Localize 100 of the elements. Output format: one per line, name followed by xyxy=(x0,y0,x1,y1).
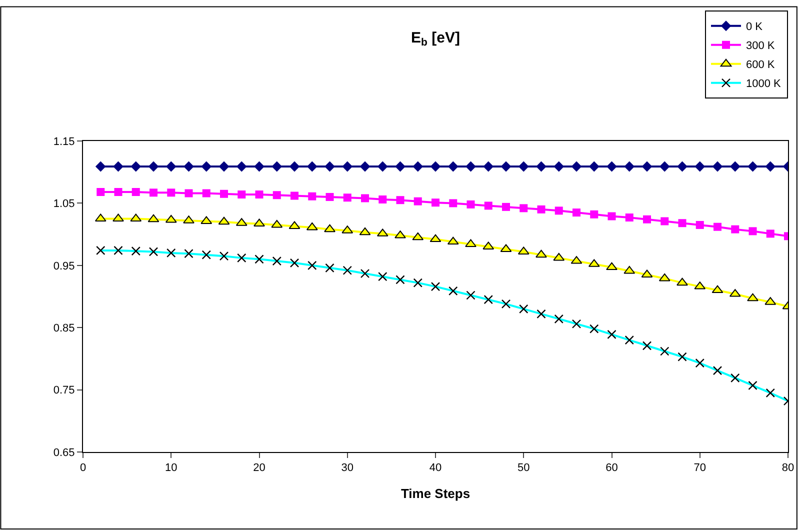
point xyxy=(659,161,670,172)
point xyxy=(536,161,546,172)
point xyxy=(554,206,563,215)
legend-label: 300 K xyxy=(746,40,776,52)
point xyxy=(290,192,298,200)
point xyxy=(660,217,669,226)
point xyxy=(430,234,442,242)
point xyxy=(766,230,774,238)
point xyxy=(306,161,318,172)
point xyxy=(184,189,193,198)
point xyxy=(694,161,706,172)
point xyxy=(466,200,475,208)
point xyxy=(96,188,105,196)
point xyxy=(520,204,528,212)
point xyxy=(642,161,652,172)
point xyxy=(747,293,758,302)
x-tick-label: 50 xyxy=(518,462,530,474)
point xyxy=(271,220,283,228)
point xyxy=(201,161,212,172)
point xyxy=(483,161,494,172)
point xyxy=(202,189,210,198)
point xyxy=(730,161,740,172)
y-tick-label: 0.75 xyxy=(53,384,75,397)
point xyxy=(606,161,617,172)
point xyxy=(95,161,106,172)
point xyxy=(731,225,740,234)
legend-label: 600 K xyxy=(746,59,776,72)
point xyxy=(272,191,281,200)
point xyxy=(324,224,336,232)
x-tick-label: 0 xyxy=(80,462,86,474)
legend-label: 1000 K xyxy=(746,78,782,90)
point xyxy=(130,161,142,172)
point xyxy=(677,161,688,172)
x-tick-label: 10 xyxy=(165,462,178,474)
point xyxy=(537,205,546,214)
point xyxy=(500,161,512,172)
point xyxy=(254,161,264,172)
point xyxy=(676,278,688,286)
point xyxy=(308,192,316,200)
point xyxy=(571,161,582,172)
x-tick-label: 40 xyxy=(429,462,442,474)
point xyxy=(238,190,246,198)
point xyxy=(396,196,404,204)
point xyxy=(412,232,424,240)
x-tick-label: 80 xyxy=(782,462,794,474)
point xyxy=(377,161,388,172)
point xyxy=(165,214,177,223)
point xyxy=(536,250,547,258)
point xyxy=(658,273,670,282)
point xyxy=(148,161,159,172)
x-axis-title: Time Steps xyxy=(400,486,470,501)
point xyxy=(150,188,158,197)
point xyxy=(359,227,371,236)
point xyxy=(166,161,176,172)
point xyxy=(678,219,686,228)
point xyxy=(696,220,704,229)
point xyxy=(361,194,369,202)
x-tick-label: 20 xyxy=(253,462,266,474)
point xyxy=(449,199,458,208)
point xyxy=(765,161,776,172)
y-tick-label: 1.05 xyxy=(53,198,75,210)
point xyxy=(324,161,335,172)
point xyxy=(342,161,353,172)
point xyxy=(588,161,600,172)
point xyxy=(608,212,616,220)
point xyxy=(447,236,459,245)
point xyxy=(625,214,634,222)
point xyxy=(432,198,440,207)
point xyxy=(714,222,722,231)
point xyxy=(343,194,352,202)
point xyxy=(606,262,618,270)
point xyxy=(518,161,529,172)
point xyxy=(502,202,510,211)
point xyxy=(272,161,282,172)
point xyxy=(553,252,565,261)
point xyxy=(643,215,651,224)
point xyxy=(184,161,194,172)
point xyxy=(114,188,122,196)
point xyxy=(748,227,757,236)
point xyxy=(218,216,230,225)
point xyxy=(113,161,124,172)
point xyxy=(466,161,476,172)
point xyxy=(148,214,160,222)
legend-label: 0 K xyxy=(746,21,764,34)
x-tick-label: 30 xyxy=(341,462,354,474)
point xyxy=(132,188,140,196)
y-tick-label: 1.15 xyxy=(53,136,75,148)
point xyxy=(378,195,387,204)
point xyxy=(414,197,422,206)
point xyxy=(289,161,300,172)
point xyxy=(220,190,228,198)
point xyxy=(236,161,247,172)
y-tick-label: 0.95 xyxy=(53,260,75,272)
point xyxy=(554,161,564,172)
point xyxy=(624,161,635,172)
y-tick-label: 0.85 xyxy=(53,322,75,334)
point xyxy=(590,210,598,218)
y-tick-label: 0.65 xyxy=(53,446,75,459)
point xyxy=(448,161,458,172)
point xyxy=(395,161,406,172)
